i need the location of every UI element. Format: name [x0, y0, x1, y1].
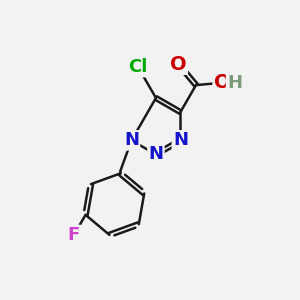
Text: O: O: [214, 73, 230, 92]
Text: H: H: [227, 74, 242, 92]
Text: N: N: [124, 131, 139, 149]
Text: Cl: Cl: [128, 58, 148, 76]
Text: F: F: [68, 226, 80, 244]
Text: N: N: [173, 131, 188, 149]
Text: N: N: [148, 146, 164, 164]
Text: O: O: [170, 55, 187, 74]
